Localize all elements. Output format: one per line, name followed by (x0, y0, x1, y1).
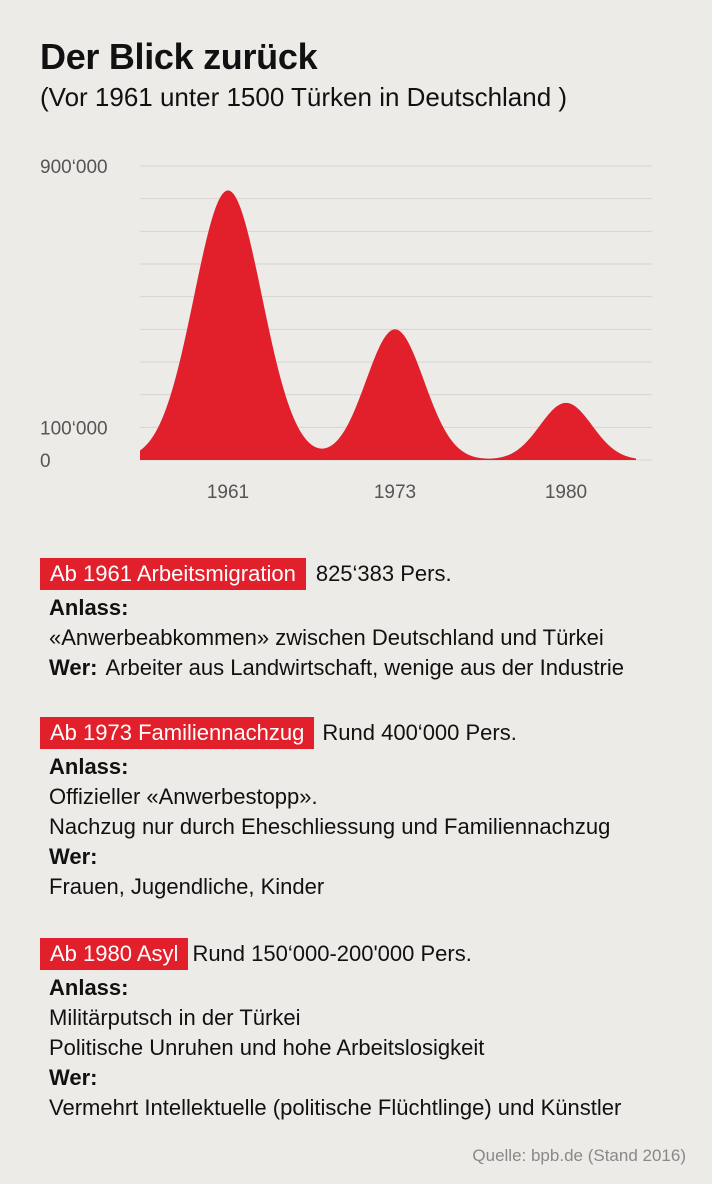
wer-text: Arbeiter aus Landwirtschaft, wenige aus … (105, 655, 625, 680)
block-arbeitsmigration: Ab 1961 Arbeitsmigration 825‘383 Pers. A… (40, 558, 700, 683)
anlass-label: Anlass: (49, 975, 129, 1000)
chart-subtitle: (Vor 1961 unter 1500 Türken in Deutschla… (40, 82, 568, 112)
person-count: Rund 150‘000-200'000 Pers. (192, 941, 472, 966)
y-tick-label: 0 (40, 451, 51, 472)
chart-title: Der Blick zurück (40, 36, 318, 77)
wer-text: Vermehrt Intellektuelle (politische Flüc… (49, 1095, 622, 1120)
y-axis: 900‘000 100‘000 0 (40, 157, 108, 472)
data-area (140, 190, 636, 460)
x-tick-label: 1961 (207, 482, 249, 503)
x-tick-label: 1980 (545, 482, 587, 503)
x-tick-label: 1973 (374, 482, 416, 503)
anlass-text: «Anwerbeabkommen» zwischen Deutschland u… (49, 625, 604, 650)
anlass-text: Militärputsch in der Türkei (49, 1005, 301, 1030)
y-tick-label: 900‘000 (40, 157, 108, 178)
anlass-text: Nachzug nur durch Eheschliessung und Fam… (49, 814, 611, 839)
section-tag: Ab 1961 Arbeitsmigration (40, 558, 306, 590)
anlass-text: Politische Unruhen und hohe Arbeitslosig… (49, 1035, 485, 1060)
block-familiennachzug: Ab 1973 Familiennachzug Rund 400‘000 Per… (40, 717, 700, 902)
wer-label: Wer: (49, 844, 98, 869)
x-axis: 1961 1973 1980 (207, 482, 587, 503)
anlass-text: Offizieller «Anwerbestopp». (49, 784, 318, 809)
source-note: Quelle: bpb.de (Stand 2016) (472, 1146, 686, 1165)
person-count: Rund 400‘000 Pers. (322, 720, 517, 745)
anlass-label: Anlass: (49, 595, 129, 620)
area-chart: 900‘000 100‘000 0 1961 1973 1980 (40, 157, 652, 503)
y-tick-label: 100‘000 (40, 418, 108, 439)
section-tag: Ab 1973 Familiennachzug (40, 717, 315, 749)
anlass-label: Anlass: (49, 754, 129, 779)
wer-text: Frauen, Jugendliche, Kinder (49, 874, 325, 899)
section-tag: Ab 1980 Asyl (40, 938, 189, 970)
wer-label: Wer: (49, 655, 98, 680)
person-count: 825‘383 Pers. (315, 561, 452, 586)
wer-label: Wer: (49, 1065, 98, 1090)
block-asyl: Ab 1980 Asyl Rund 150‘000-200'000 Pers. … (40, 938, 700, 1123)
